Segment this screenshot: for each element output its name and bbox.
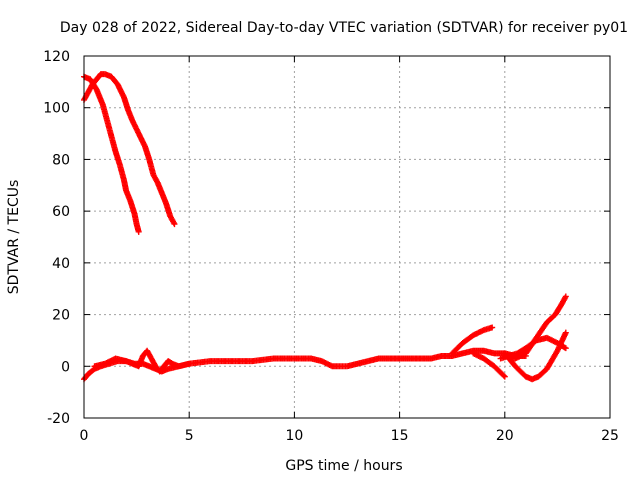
series-tail-climb [501,293,569,362]
x-tick-label: 0 [80,428,89,444]
data-point [171,221,178,228]
y-tick-label: 100 [43,101,70,117]
x-axis-label: GPS time / hours [285,458,402,474]
y-tick-label: 80 [52,152,70,168]
x-tick-label: 10 [285,428,303,444]
data-point [561,344,568,351]
series-tail-dip [470,350,508,380]
x-tick-label: 25 [601,428,619,444]
series-layer [81,71,569,383]
chart-title: Day 028 of 2022, Sidereal Day-to-day VTE… [60,20,628,36]
series-low-spiky [91,347,193,375]
y-tick-label: -20 [47,411,70,427]
data-point [562,293,569,300]
y-tick-label: 120 [43,49,70,65]
y-axis-label: SDTVAR / TECUs [6,180,22,295]
data-point [489,324,496,331]
data-point [562,294,569,301]
series-tail-rising [449,324,496,357]
data-point [186,360,193,367]
plot-frame [83,55,611,419]
y-tick-label: 40 [52,256,70,272]
series-tail-valley [501,329,569,383]
y-tick-label: 20 [52,308,70,324]
y-tick-label: 0 [61,359,70,375]
y-tick-label: 60 [52,204,70,220]
x-tick-label: 5 [185,428,194,444]
data-point [500,372,507,379]
data-point [170,219,177,226]
data-point [135,228,142,235]
data-point [562,329,569,336]
data-point [501,373,508,380]
x-tick-label: 20 [496,428,514,444]
tick-layer: 0 5 10 15 20 25 -20 0 20 40 60 80 100 120 [43,49,619,444]
x-tick-label: 15 [391,428,409,444]
data-point [562,345,569,352]
